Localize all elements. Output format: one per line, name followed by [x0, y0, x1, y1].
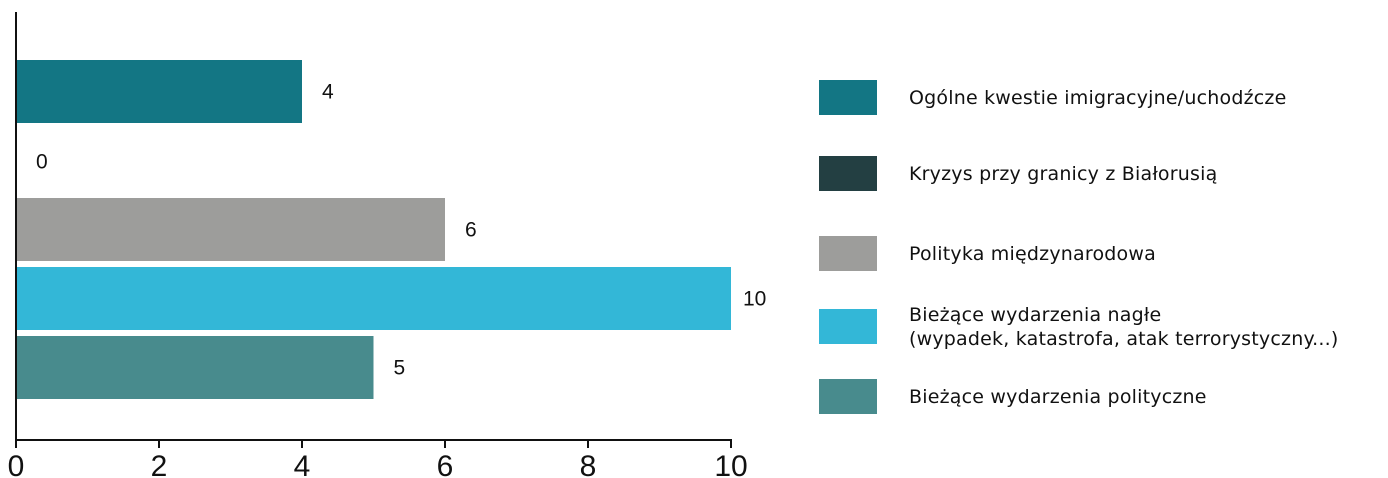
- legend-label-line: Ogólne kwestie imigracyjne/uchodźcze: [909, 87, 1287, 109]
- data-label-4: 10: [743, 288, 766, 311]
- data-label-1: 4: [322, 81, 334, 104]
- legend-label-4: Bieżące wydarzenia nagłe (wypadek, katast…: [909, 303, 1339, 351]
- bar-4: [16, 267, 731, 330]
- legend-swatch-4: [819, 309, 877, 344]
- bar-1: [16, 60, 302, 123]
- bars-layer: [16, 60, 731, 399]
- data-labels-layer: 4 0 6 10 5: [36, 81, 766, 380]
- data-label-2: 0: [36, 151, 48, 174]
- legend-label-2: Kryzys przy granicy z Białorusią: [909, 162, 1217, 186]
- legend-swatch-1: [819, 80, 877, 115]
- x-tick-label-10: 10: [714, 450, 747, 478]
- axes-layer: 0 2 4 6 8 10: [8, 12, 748, 478]
- legend-swatch-3: [819, 236, 877, 271]
- legend-label-3: Polityka międzynarodowa: [909, 242, 1156, 266]
- bar-chart: 4 0 6 10 5 0 2 4 6 8 10: [8, 12, 766, 478]
- legend-label-line: (wypadek, katastrofa, atak terrorystyczn…: [909, 328, 1339, 350]
- legend-label-line: Bieżące wydarzenia polityczne: [909, 386, 1207, 408]
- legend-swatch-5: [819, 379, 877, 414]
- x-tick-label-0: 0: [8, 450, 25, 478]
- x-tick-label-8: 8: [580, 450, 597, 478]
- data-label-3: 6: [465, 219, 477, 242]
- x-tick-label-2: 2: [151, 450, 168, 478]
- legend-swatch-2: [819, 156, 877, 191]
- x-tick-label-4: 4: [294, 450, 311, 478]
- bar-5: [16, 336, 374, 399]
- x-tick-label-6: 6: [437, 450, 454, 478]
- data-label-5: 5: [394, 357, 406, 380]
- legend-label-1: Ogólne kwestie imigracyjne/uchodźcze: [909, 86, 1286, 110]
- legend-label-line: Kryzys przy granicy z Białorusią: [909, 163, 1218, 185]
- legend-label-line: Bieżące wydarzenia nagłe: [909, 304, 1162, 326]
- legend-label-5: Bieżące wydarzenia polityczne: [909, 385, 1207, 409]
- legend-label-line: Polityka międzynarodowa: [909, 243, 1156, 265]
- bar-3: [16, 198, 445, 261]
